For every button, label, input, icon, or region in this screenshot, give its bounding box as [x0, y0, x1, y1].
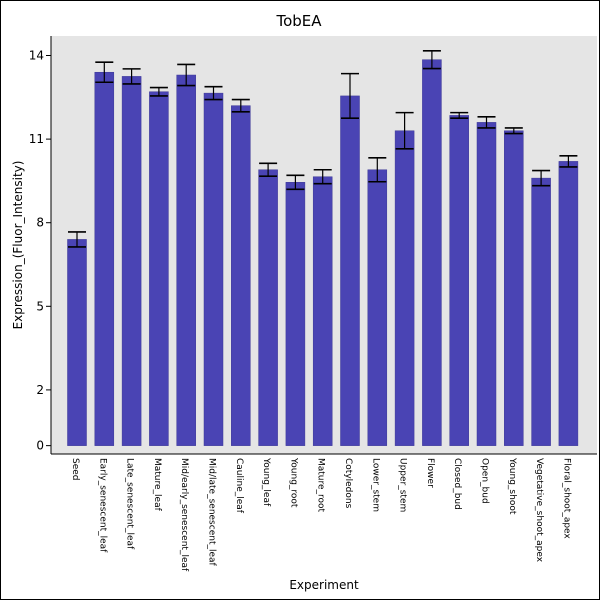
bar	[285, 182, 306, 446]
error-bar	[368, 156, 387, 183]
error-bar	[559, 155, 578, 168]
error-bar	[532, 169, 551, 187]
x-tick-label: Upper_stem	[398, 458, 408, 512]
bar	[67, 239, 87, 446]
x-tick-label: Open_bud	[480, 458, 490, 504]
error-bar	[504, 127, 523, 135]
bar	[394, 130, 415, 446]
error-bar	[341, 72, 359, 120]
error-bar	[259, 162, 278, 177]
bar	[176, 74, 196, 446]
bar	[149, 91, 169, 446]
y-tick-label: 14	[29, 49, 44, 63]
error-bar	[149, 86, 168, 97]
x-tick-label: Young_leaf	[261, 457, 271, 507]
error-bar	[122, 68, 141, 85]
bar	[340, 95, 360, 446]
bar	[422, 59, 442, 446]
y-axis-label: Expression_(Fluor_Intensity)	[11, 161, 25, 330]
error-bar	[313, 168, 332, 185]
x-tick-label: Young_root	[288, 457, 298, 508]
x-tick-label: Mature_leaf	[152, 458, 162, 512]
x-tick-label: Mature_root	[316, 458, 326, 513]
error-bar	[204, 85, 223, 101]
x-tick-label: Closed_bud	[452, 458, 462, 510]
x-tick-label: Floral_shoot_apex	[561, 458, 571, 539]
x-tick-label: Cauline_leaf	[234, 458, 244, 514]
x-tick-label: Young_shoot	[507, 457, 517, 515]
x-tick-label: Mid/early_senescent_leaf	[179, 458, 189, 572]
x-tick-label: Mid/late_senescent_leaf	[207, 458, 217, 567]
error-bar	[477, 116, 496, 129]
bar	[121, 76, 142, 446]
bar	[531, 177, 551, 446]
x-tick-label: Early_senescent_leaf	[97, 458, 107, 553]
bar	[231, 105, 251, 446]
bar	[203, 92, 224, 446]
bars	[67, 59, 579, 446]
bar	[94, 71, 115, 446]
chart-title: TobEA	[275, 12, 322, 30]
error-bar	[422, 49, 441, 70]
bar	[558, 161, 579, 446]
y-tick-label: 11	[29, 132, 44, 146]
error-bar	[231, 98, 250, 113]
error-bar	[177, 63, 196, 87]
bar	[312, 176, 333, 446]
y-ticks: 0 2 5 8 11 14	[29, 49, 51, 453]
bar	[476, 122, 497, 446]
error-bar	[95, 61, 114, 84]
x-tick-label: Late_senescent_leaf	[125, 458, 135, 550]
error-bar	[450, 111, 469, 120]
y-tick-label: 0	[36, 439, 44, 453]
y-tick-label: 2	[36, 383, 44, 397]
bar	[449, 115, 469, 446]
error-bar	[395, 111, 414, 150]
bar	[504, 130, 524, 446]
x-tick-label: Seed	[70, 458, 80, 481]
bar	[367, 169, 388, 446]
error-bar	[286, 174, 305, 191]
x-tick-labels: Seed Early_senescent_leaf Late_senescent_l…	[70, 457, 571, 572]
x-tick-label: Vegetative_shoot_apex	[534, 458, 544, 563]
x-axis-label: Experiment	[289, 578, 359, 592]
y-tick-label: 5	[36, 299, 44, 313]
error-bar	[68, 231, 86, 248]
error-bars	[68, 49, 578, 248]
x-tick-label: Lower_stem	[370, 458, 380, 512]
bar	[258, 169, 278, 446]
y-tick-label: 8	[36, 216, 44, 230]
x-tick-label: Flower	[425, 458, 435, 488]
x-tick-label: Cotyledons	[343, 458, 353, 509]
